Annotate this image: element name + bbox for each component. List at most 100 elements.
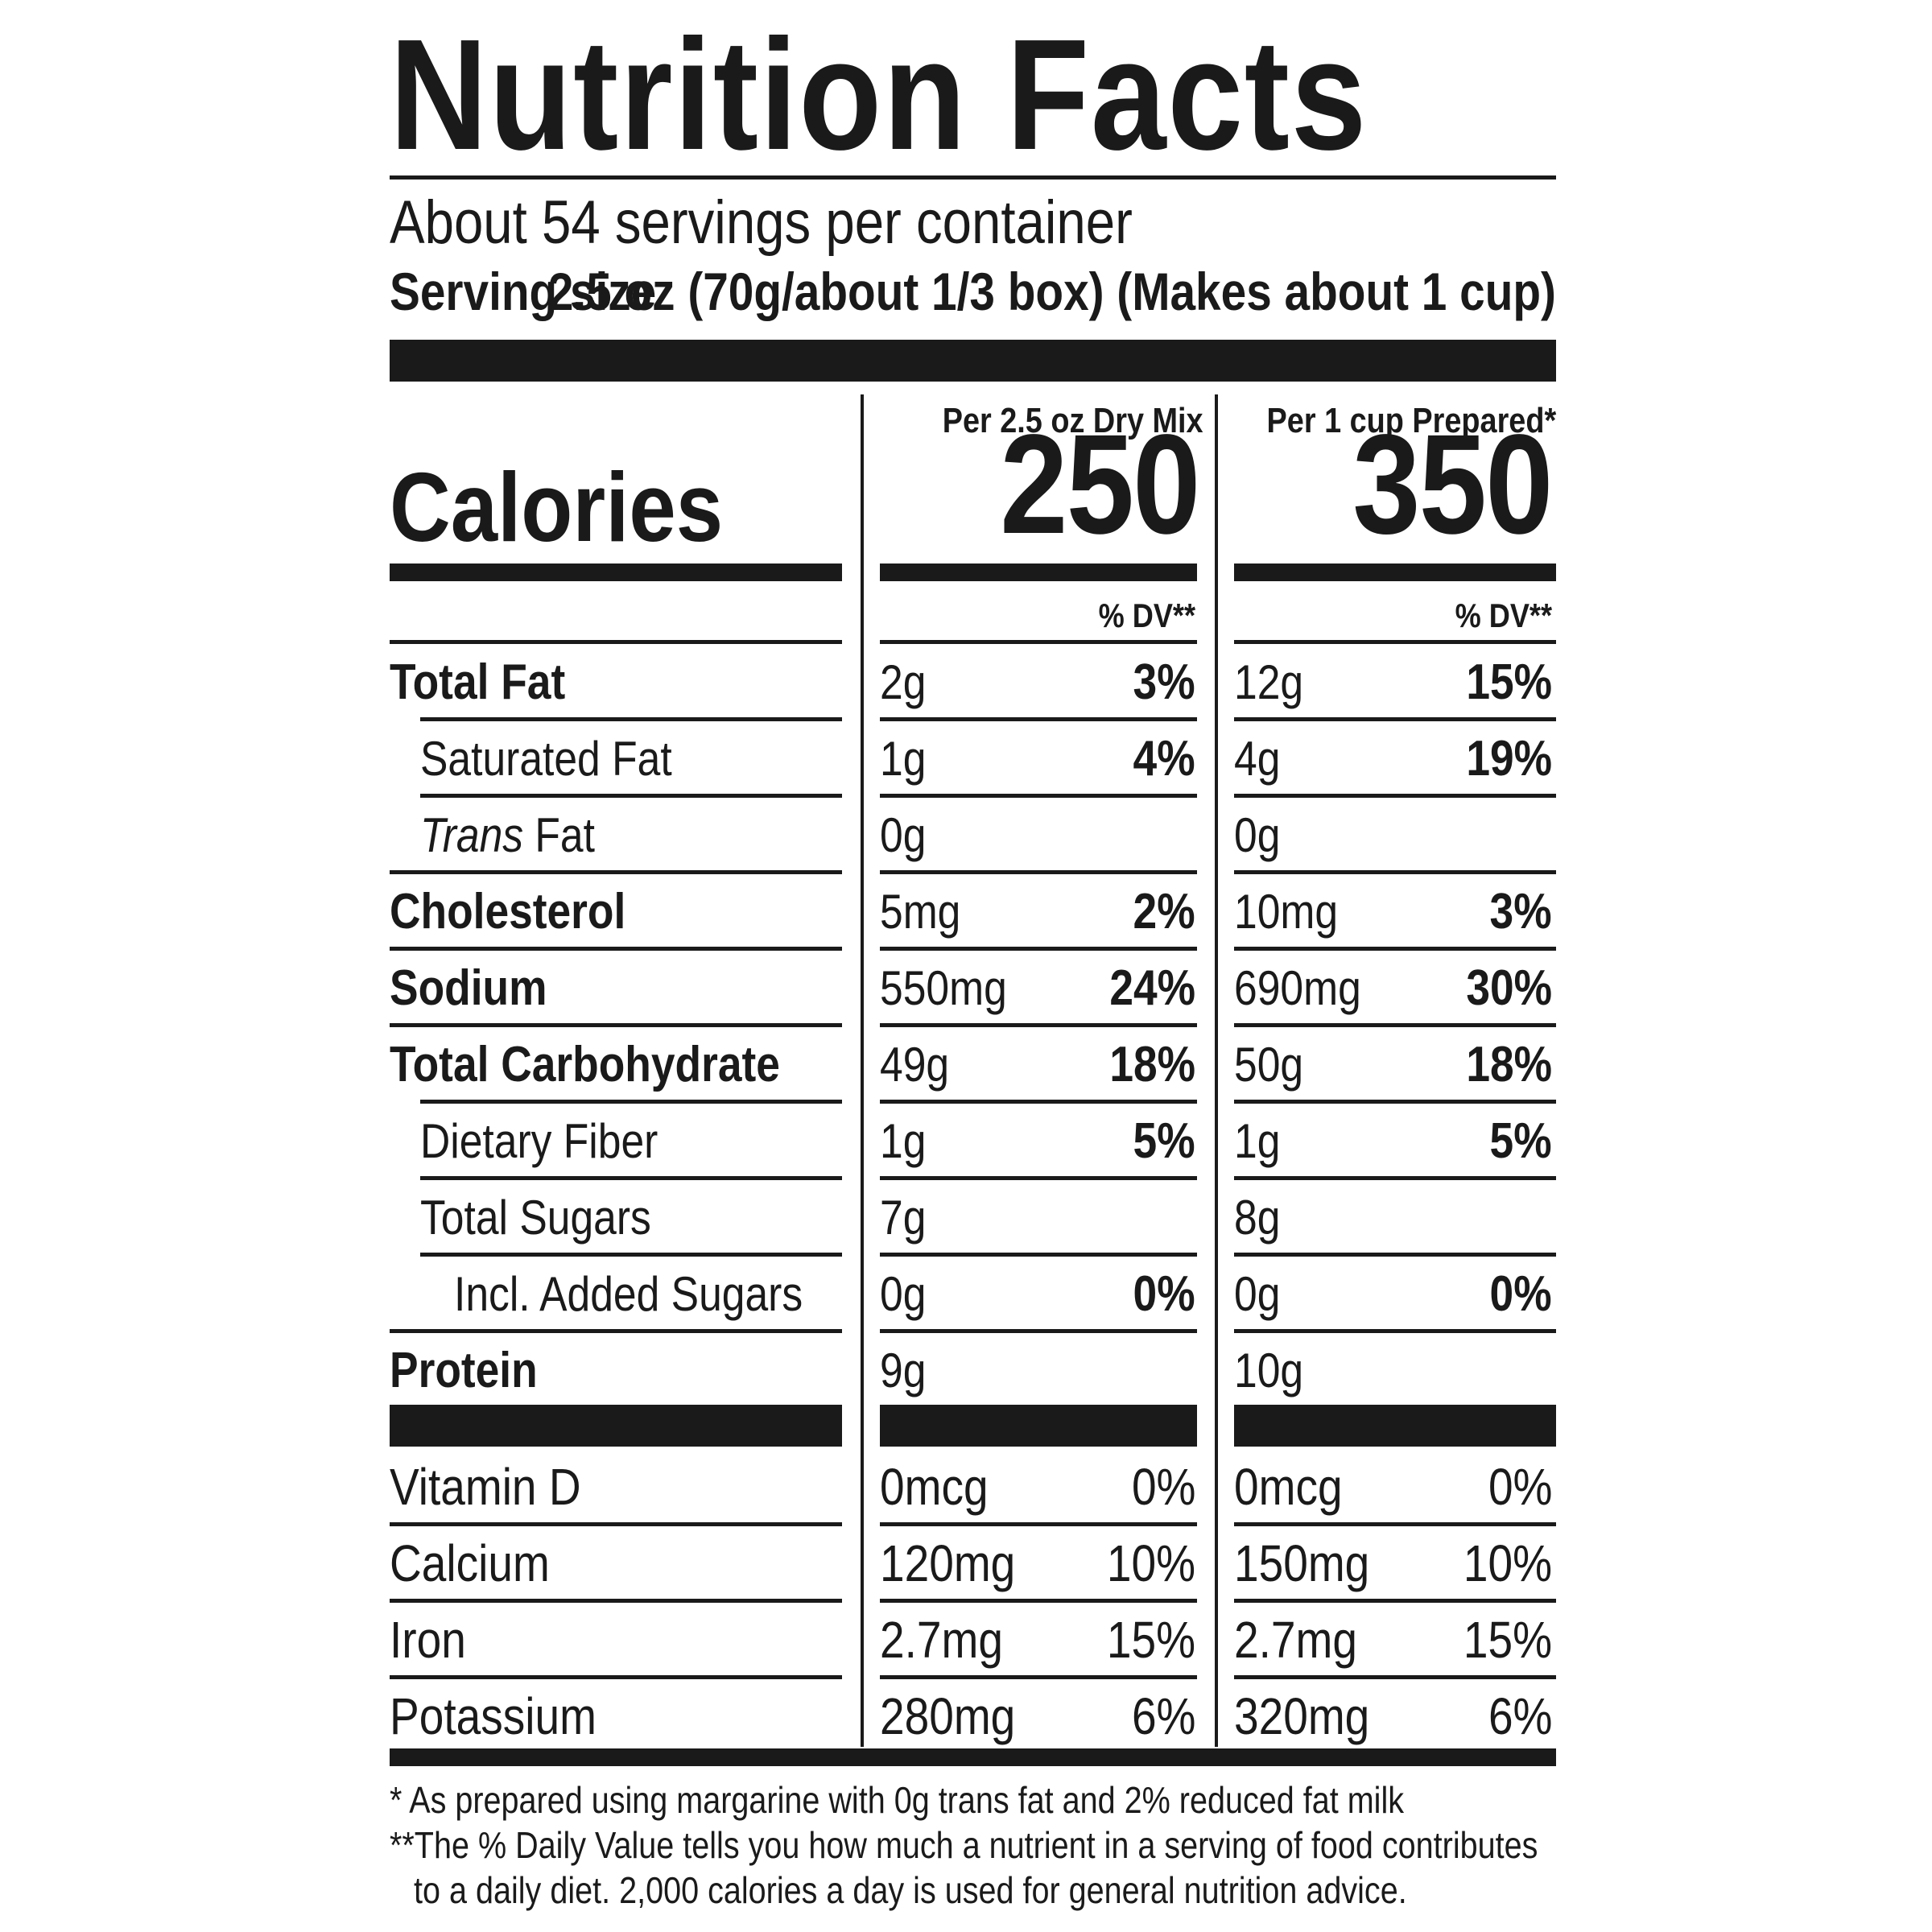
nutrient-name: Total Fat: [390, 654, 566, 710]
prepared-amount: 4g: [1234, 732, 1281, 786]
nutrient-row: Cholesterol 5mg 2% 10mg 3%: [0, 873, 1932, 950]
row-divider: [880, 1176, 1197, 1180]
row-divider: [390, 640, 842, 644]
vitamins-divider-middle: [880, 1405, 1197, 1447]
nutrient-row: Saturated Fat 1g 4% 4g 19%: [0, 720, 1932, 797]
servings-per-container: About 54 servings per container: [390, 188, 1133, 257]
row-divider: [390, 1329, 842, 1333]
prepared-calories-value: 350: [1352, 406, 1554, 564]
footnote-daily-value-cont: to a daily diet. 2,000 calories a day is…: [414, 1869, 1407, 1911]
prepared-amount: 10mg: [1234, 885, 1339, 939]
thick-divider-top: [390, 340, 1556, 382]
row-divider: [1234, 870, 1556, 874]
calories-divider-right: [1234, 564, 1556, 581]
dry-dv: 4%: [1133, 731, 1195, 786]
dry-dv: 18%: [1109, 1037, 1195, 1092]
vitamin-row: Calcium 120mg 10% 150mg 10%: [0, 1525, 1932, 1602]
row-divider: [1234, 1023, 1556, 1027]
vitamin-row: Potassium 280mg 6% 320mg 6%: [0, 1678, 1932, 1755]
prepared-amount: 50g: [1234, 1038, 1304, 1092]
row-divider: [1234, 1329, 1556, 1333]
row-divider: [880, 870, 1197, 874]
row-divider: [420, 1176, 842, 1180]
dry-amount: 2g: [880, 655, 927, 709]
dry-dv: 3%: [1133, 654, 1195, 710]
prepared-amount: 8g: [1234, 1191, 1281, 1245]
row-divider: [1234, 1176, 1556, 1180]
prepared-amount: 690mg: [1234, 961, 1361, 1015]
nutrient-row: Total Fat 2g 3% 12g 15%: [0, 644, 1932, 720]
dry-amount: 120mg: [880, 1534, 1016, 1592]
dry-mix-dv-header: % DV**: [1098, 597, 1195, 634]
prepared-dv: 15%: [1466, 654, 1552, 710]
calories-divider-middle: [880, 564, 1197, 581]
row-divider: [1234, 947, 1556, 951]
row-divider: [1234, 1675, 1556, 1679]
prepared-amount: 150mg: [1234, 1534, 1370, 1592]
dry-dv: 0%: [1131, 1458, 1195, 1516]
row-divider: [1234, 640, 1556, 644]
nutrient-name: Incl. Added Sugars: [454, 1267, 803, 1321]
dry-mix-calories-value: 250: [1000, 406, 1201, 564]
dry-amount: 0g: [880, 1267, 927, 1321]
nutrient-name: Trans Fat: [420, 797, 623, 873]
prepared-dv-header: % DV**: [1455, 597, 1552, 634]
prepared-amount: 2.7mg: [1234, 1611, 1357, 1669]
nutrient-name: Total Carbohydrate: [390, 1037, 780, 1092]
row-divider: [880, 1023, 1197, 1027]
row-divider: [880, 1329, 1197, 1333]
vitamin-name: Vitamin D: [390, 1458, 581, 1516]
label-title: Nutrition Facts: [390, 6, 1368, 183]
dry-amount: 550mg: [880, 961, 1007, 1015]
prepared-dv: 3%: [1489, 884, 1552, 939]
row-divider: [420, 1253, 842, 1257]
row-divider: [420, 1100, 842, 1104]
column-separator-1: [861, 394, 864, 1747]
title-divider: [390, 175, 1556, 180]
row-divider: [880, 640, 1197, 644]
vitamin-name: Potassium: [390, 1687, 597, 1745]
prepared-amount: 0mcg: [1234, 1458, 1343, 1516]
footnote-prepared: * As prepared using margarine with 0g tr…: [390, 1779, 1405, 1821]
vitamin-name: Calcium: [390, 1534, 550, 1592]
nutrient-name: Total Sugars: [420, 1191, 651, 1245]
prepared-dv: 6%: [1488, 1687, 1552, 1745]
prepared-amount: 0g: [1234, 1267, 1281, 1321]
row-divider: [1234, 717, 1556, 721]
nutrient-name: Dietary Fiber: [420, 1114, 658, 1168]
row-divider: [420, 717, 842, 721]
dry-amount: 0mcg: [880, 1458, 989, 1516]
nutrient-name: Sodium: [390, 960, 547, 1016]
dry-amount: 1g: [880, 1114, 927, 1168]
prepared-amount: 320mg: [1234, 1687, 1370, 1745]
row-divider: [390, 1023, 842, 1027]
dry-amount: 7g: [880, 1191, 927, 1245]
row-divider: [1234, 1253, 1556, 1257]
vitamin-row: Iron 2.7mg 15% 2.7mg 15%: [0, 1602, 1932, 1678]
bottom-divider: [390, 1748, 1556, 1766]
column-separator-2: [1215, 394, 1218, 1747]
prepared-amount: 1g: [1234, 1114, 1281, 1168]
row-divider: [390, 1599, 842, 1603]
row-divider: [1234, 1522, 1556, 1526]
dry-amount: 1g: [880, 732, 927, 786]
dry-mix-column-header: Per 2.5 oz Dry Mix: [943, 401, 1203, 440]
prepared-dv: 30%: [1466, 960, 1552, 1016]
row-divider: [390, 870, 842, 874]
footnotes: * As prepared using margarine with 0g tr…: [390, 1777, 1725, 1913]
prepared-amount: 10g: [1234, 1344, 1304, 1397]
prepared-amount: 0g: [1234, 808, 1281, 862]
row-divider: [880, 717, 1197, 721]
dry-amount: 49g: [880, 1038, 950, 1092]
row-divider: [390, 1522, 842, 1526]
nutrient-name: Protein: [390, 1343, 538, 1398]
row-divider: [880, 1522, 1197, 1526]
prepared-dv: 18%: [1466, 1037, 1552, 1092]
nutrient-row: Total Sugars 7g 8g: [0, 1179, 1932, 1256]
vitamin-row: Vitamin D 0mcg 0% 0mcg 0%: [0, 1449, 1932, 1525]
prepared-dv: 0%: [1488, 1458, 1552, 1516]
dry-amount: 2.7mg: [880, 1611, 1003, 1669]
row-divider: [420, 794, 842, 798]
prepared-dv: 5%: [1489, 1113, 1552, 1169]
row-divider: [390, 1675, 842, 1679]
